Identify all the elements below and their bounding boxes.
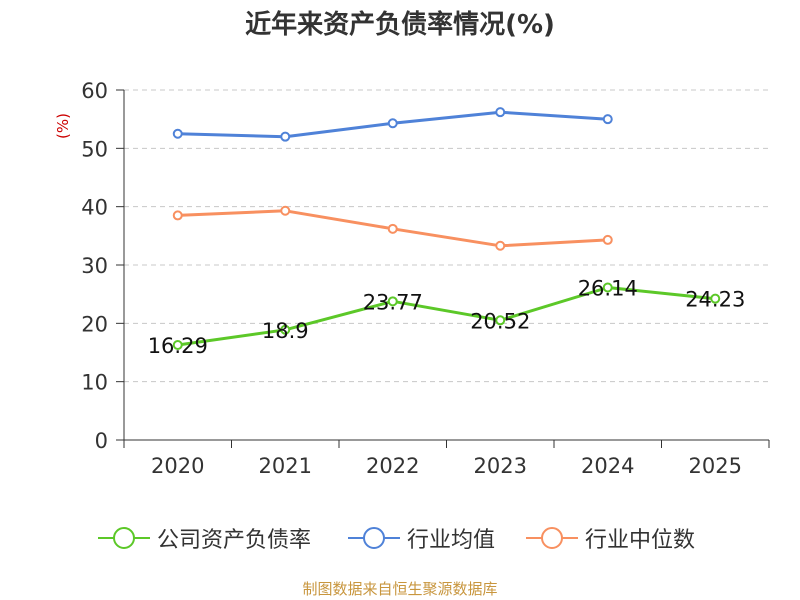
x-tick-label: 2020 [151, 454, 204, 478]
data-point [172, 339, 183, 350]
legend-label: 行业中位数 [585, 528, 696, 553]
data-label: 23.77 [363, 290, 423, 314]
y-axis-unit-label: (%) [54, 113, 72, 139]
data-point [280, 205, 291, 216]
data-point [172, 128, 183, 139]
data-point [387, 118, 398, 129]
data-point [495, 107, 506, 118]
series-line-1 [176, 286, 717, 347]
data-label: 20.52 [470, 309, 530, 333]
legend-item: 行业中位数 [525, 520, 695, 556]
legend-marker-icon [526, 527, 578, 549]
chart-title: 近年来资产负债率情况(%) [245, 10, 555, 40]
data-point [387, 296, 398, 307]
y-tick-label: 10 [81, 371, 108, 395]
y-tick-label: 40 [81, 196, 108, 220]
x-tick-label: 2023 [474, 454, 527, 478]
data-labels: 16.29 18.9 23.77 20.52 26.14 24.23 [148, 277, 746, 358]
source-note: 制图数据来自恒生聚源数据库 [302, 580, 498, 598]
data-point [495, 315, 506, 326]
data-label: 18.9 [262, 319, 309, 343]
x-tick-label: 2025 [689, 454, 742, 478]
series [172, 107, 721, 350]
x-tick-label: 2024 [581, 454, 634, 478]
x-tick-label: 2021 [259, 454, 312, 478]
legend-marker-icon [98, 527, 150, 549]
y-tick-label: 20 [81, 312, 108, 336]
legend-label: 公司资产负债率 [157, 528, 312, 553]
y-tick-label: 0 [95, 429, 108, 453]
data-point [602, 282, 613, 293]
data-point [495, 240, 506, 251]
y-tick-label: 50 [81, 137, 108, 161]
data-point [280, 324, 291, 335]
data-point [172, 210, 183, 221]
data-label: 16.29 [148, 334, 208, 358]
x-tick-label: 2022 [366, 454, 419, 478]
legend-label: 行业均值 [407, 528, 496, 553]
data-point [387, 223, 398, 234]
y-tick-label: 60 [81, 79, 108, 103]
data-point [602, 114, 613, 125]
legend: 公司资产负债率 行业均值 行业中位数 [0, 520, 800, 556]
data-point [710, 293, 721, 304]
legend-marker-icon [348, 527, 400, 549]
data-point [602, 234, 613, 245]
data-point [280, 131, 291, 142]
data-label: 24.23 [685, 288, 745, 312]
legend-item: 公司资产负债率 [97, 520, 311, 556]
legend-item: 行业均值 [347, 520, 495, 556]
y-tick-label: 30 [81, 254, 108, 278]
data-label: 26.14 [578, 277, 638, 301]
axes: 0 10 20 30 40 50 60 2020 2021 2022 2023 2024 2025 [81, 79, 770, 478]
